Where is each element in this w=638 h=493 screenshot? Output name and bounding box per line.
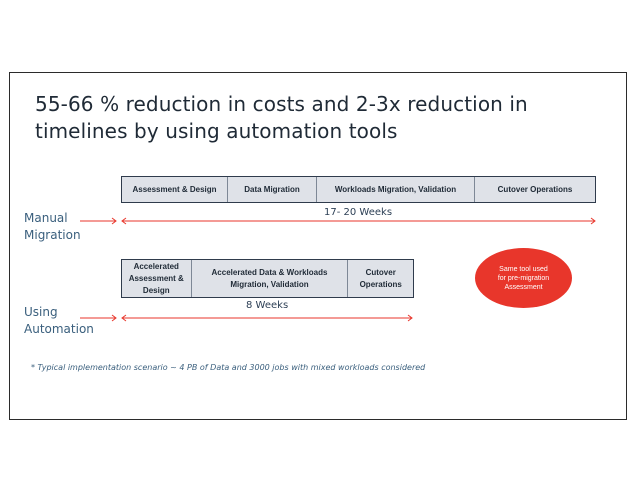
footnote: * Typical implementation scenario ~ 4 PB… [31, 363, 426, 372]
manual-migration-label: Manual Migration [24, 211, 81, 242]
automation-duration-label: 8 Weeks [246, 300, 289, 311]
automation-phase-migration: Accelerated Data & Workloads Migration, … [192, 260, 349, 297]
automation-lead-arrow [80, 314, 117, 322]
automation-phase-bar: Accelerated Assessment & Design Accelera… [121, 259, 414, 298]
manual-phase-bar: Assessment & Design Data Migration Workl… [121, 176, 596, 203]
automation-duration-arrow [121, 314, 413, 322]
manual-duration-arrow [121, 217, 596, 225]
manual-duration-label: 17- 20 Weeks [324, 207, 393, 218]
manual-lead-arrow [80, 217, 117, 225]
callout-text: Same tool used for pre-migration Assessm… [497, 265, 550, 291]
manual-phase-workloads: Workloads Migration, Validation [317, 177, 475, 202]
manual-phase-assessment: Assessment & Design [122, 177, 228, 202]
manual-phase-cutover: Cutover Operations [497, 184, 573, 194]
using-automation-label: Using Automation [24, 305, 94, 336]
slide-title: 55-66 % reduction in costs and 2-3x redu… [35, 92, 528, 143]
slide-frame [9, 72, 627, 420]
manual-phase-data-migration: Data Migration [228, 177, 317, 202]
automation-phase-assessment: Accelerated Assessment & Design [122, 260, 192, 297]
pre-migration-callout: Same tool used for pre-migration Assessm… [475, 248, 572, 308]
automation-phase-cutover: Cutover Operations [359, 267, 402, 289]
